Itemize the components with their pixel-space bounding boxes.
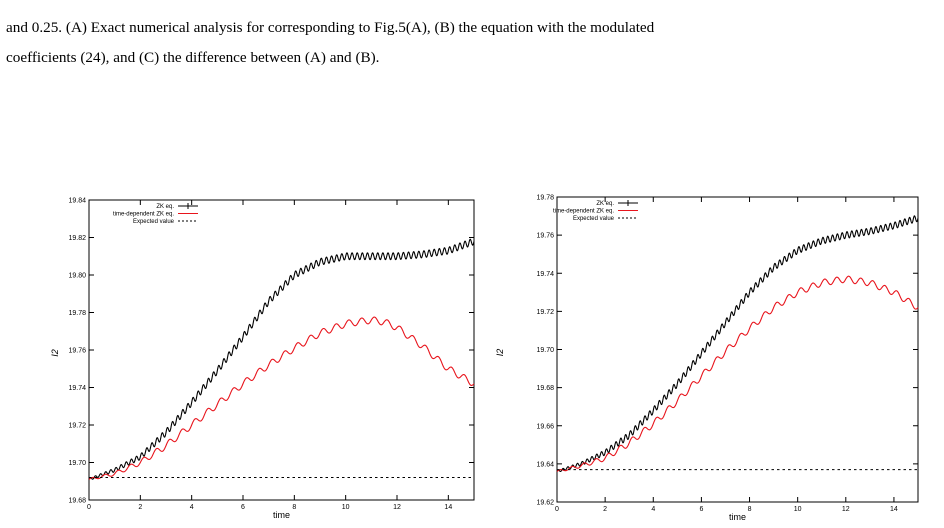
x-tick-label: 0 <box>555 506 559 513</box>
x-tick-label: 10 <box>342 504 350 511</box>
y-tick-label: 19.68 <box>536 385 554 392</box>
y-tick-label: 19.74 <box>68 385 86 392</box>
series-line-1 <box>88 316 475 480</box>
y-tick-label: 19.80 <box>68 273 86 280</box>
series-line-1 <box>556 275 919 472</box>
plot-frame <box>556 196 919 503</box>
chart-panel-1: 0 2 4 6 8 10 12 14 19.62 19.64 19.66 19.68 19.70 19.7… <box>495 195 919 522</box>
legend-label: Expected value <box>133 219 175 225</box>
y-tick-label: 19.76 <box>68 348 86 355</box>
caption-line-2: coefficients (24), and (C) the differenc… <box>6 49 380 66</box>
y-tick-label: 19.66 <box>536 423 554 430</box>
y-tick-label: 19.64 <box>536 461 554 468</box>
legend-label: ZK eq. <box>596 201 614 207</box>
plot-frame <box>88 199 475 501</box>
figure-caption: and 0.25. (A) Exact numerical analysis f… <box>6 13 941 73</box>
x-tick-label: 6 <box>241 504 245 511</box>
x-tick-label: 12 <box>393 504 401 511</box>
y-tick-label: 19.70 <box>536 347 554 354</box>
x-axis-label: time <box>273 510 290 520</box>
legend-label: ZK eq. <box>156 204 174 210</box>
x-tick-label: 0 <box>87 504 91 511</box>
x-tick-label: 4 <box>651 506 655 513</box>
x-axis-label: time <box>729 512 746 522</box>
series-line-0 <box>88 238 475 480</box>
legend-label: time-dependent ZK eq. <box>113 212 174 218</box>
y-tick-label: 19.72 <box>536 309 554 316</box>
y-axis-label: I2 <box>50 349 60 357</box>
y-tick-label: 19.62 <box>536 500 554 507</box>
x-tick-label: 2 <box>603 506 607 513</box>
y-tick-label: 19.68 <box>68 498 86 505</box>
x-tick-label: 14 <box>444 504 452 511</box>
x-tick-label: 12 <box>842 506 850 513</box>
y-tick-label: 19.78 <box>536 195 554 202</box>
y-tick-label: 19.84 <box>68 198 86 205</box>
y-tick-label: 19.70 <box>68 460 86 467</box>
x-tick-label: 8 <box>748 506 752 513</box>
x-tick-label: 14 <box>890 506 898 513</box>
chart-panel-0: 0 2 4 6 8 10 12 14 19.68 19.70 19.72 19.74 19.76 19.7… <box>50 198 475 520</box>
caption-line-1: and 0.25. (A) Exact numerical analysis f… <box>6 19 655 36</box>
y-tick-label: 19.82 <box>68 235 86 242</box>
y-tick-label: 19.78 <box>68 310 86 317</box>
y-tick-label: 19.76 <box>536 233 554 240</box>
x-tick-label: 4 <box>190 504 194 511</box>
x-tick-label: 8 <box>292 504 296 511</box>
x-tick-label: 2 <box>138 504 142 511</box>
legend-label: time-dependent ZK eq. <box>553 209 614 215</box>
x-tick-label: 10 <box>794 506 802 513</box>
legend-label: Expected value <box>573 216 615 222</box>
series-line-0 <box>556 215 919 473</box>
y-tick-label: 19.72 <box>68 423 86 430</box>
y-axis-label: I2 <box>495 349 505 357</box>
y-tick-label: 19.74 <box>536 271 554 278</box>
x-tick-label: 6 <box>699 506 703 513</box>
